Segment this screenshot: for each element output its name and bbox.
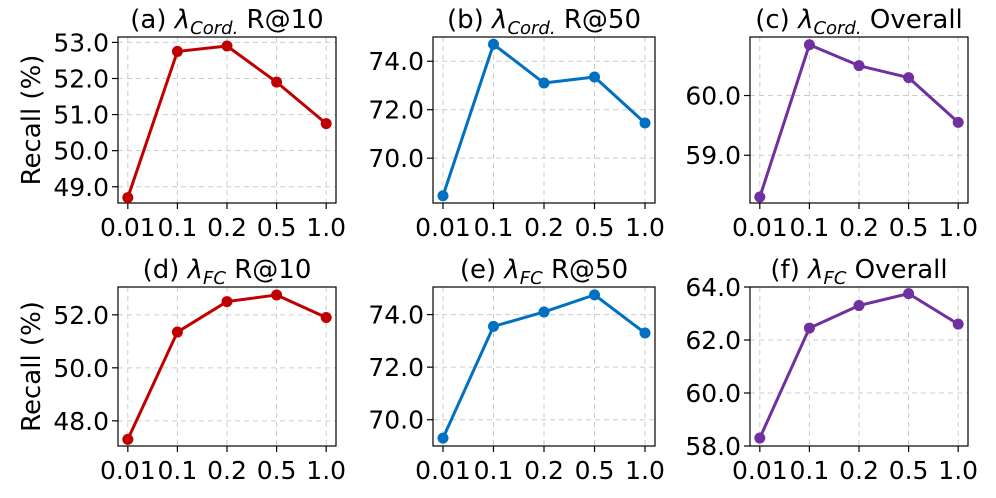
data-point <box>538 306 550 318</box>
data-point <box>122 192 134 204</box>
panel-c: 0.01 0.1 0.2 0.5 1.0 59.0 60.0 (c) λCord. Overa… <box>685 5 978 242</box>
y-tick-label: 50.0 <box>53 137 109 166</box>
x-tick-label: 1.0 <box>625 456 665 485</box>
data-point <box>487 320 499 332</box>
x-tick-label: 0.01 <box>100 213 156 242</box>
x-tick-label: 0.01 <box>100 456 156 485</box>
data-point <box>803 39 815 51</box>
y-tick-label: 62.0 <box>685 326 741 355</box>
x-tick-label: 0.2 <box>207 213 247 242</box>
data-point <box>171 45 183 57</box>
x-tick-label: 0.5 <box>889 456 929 485</box>
panel-a: 0.01 0.1 0.2 0.5 1.0 49.0 50.0 51.0 52.0 53.0 (a) … <box>17 5 346 242</box>
x-tick-label: 0.01 <box>732 213 788 242</box>
x-tick-label: 0.5 <box>257 456 297 485</box>
data-point <box>952 116 964 128</box>
x-tick-label: 0.01 <box>415 213 471 242</box>
x-tick-label: 0.5 <box>257 213 297 242</box>
y-tick-label: 52.0 <box>53 65 109 94</box>
x-tick-label: 1.0 <box>625 213 665 242</box>
data-point <box>589 289 601 301</box>
x-tick-label: 1.0 <box>938 456 978 485</box>
x-tick-label: 1.0 <box>306 213 346 242</box>
data-point <box>903 72 915 84</box>
data-point <box>437 432 449 444</box>
y-tick-label: 49.0 <box>53 173 109 202</box>
data-point <box>487 38 499 50</box>
y-tick-label: 53.0 <box>53 28 109 57</box>
data-point <box>903 288 915 300</box>
y-tick-label: 51.0 <box>53 101 109 130</box>
y-tick-label: 58.0 <box>685 432 741 461</box>
x-tick-label: 0.2 <box>524 213 564 242</box>
y-tick-label: 59.0 <box>685 141 741 170</box>
x-tick-label: 0.1 <box>790 213 830 242</box>
x-tick-label: 0.2 <box>839 213 879 242</box>
y-tick-label: 48.0 <box>53 407 109 436</box>
panel-b: 0.01 0.1 0.2 0.5 1.0 70.0 72.0 74.0 (b) λCord. R… <box>368 5 665 242</box>
y-tick-label: 64.0 <box>685 273 741 302</box>
x-tick-label: 1.0 <box>306 456 346 485</box>
data-point <box>122 433 134 445</box>
panel-d: 0.01 0.1 0.2 0.5 1.0 48.0 50.0 52.0 (d) λFC R@10… <box>17 255 346 485</box>
x-tick-label: 0.2 <box>207 456 247 485</box>
y-tick-label: 50.0 <box>53 354 109 383</box>
data-point <box>437 190 449 202</box>
data-point <box>320 311 332 323</box>
x-tick-label: 0.1 <box>790 456 830 485</box>
panel-title: (d) λFC R@10 <box>143 255 312 289</box>
data-point <box>803 322 815 334</box>
y-axis-label: Recall (%) <box>17 301 47 432</box>
data-point <box>538 77 550 89</box>
x-tick-label: 0.2 <box>839 456 879 485</box>
data-point <box>952 318 964 330</box>
panel-title: (b) λCord. R@50 <box>447 5 641 39</box>
data-point <box>171 326 183 338</box>
x-tick-label: 0.5 <box>889 213 929 242</box>
data-point <box>639 327 651 339</box>
x-tick-label: 0.1 <box>474 213 514 242</box>
x-tick-label: 0.1 <box>474 456 514 485</box>
data-point <box>754 191 766 203</box>
y-tick-label: 72.0 <box>368 96 424 125</box>
x-tick-label: 1.0 <box>938 213 978 242</box>
y-tick-label: 60.0 <box>685 379 741 408</box>
x-tick-label: 0.5 <box>575 456 615 485</box>
x-tick-label: 0.2 <box>524 456 564 485</box>
data-point <box>320 118 332 130</box>
data-point <box>754 432 766 444</box>
panel-title: (e) λFC R@50 <box>460 255 628 289</box>
panel-title: (f) λFC Overall <box>770 255 947 289</box>
x-tick-label: 0.5 <box>575 213 615 242</box>
y-tick-label: 74.0 <box>368 47 424 76</box>
data-point <box>853 300 865 312</box>
y-tick-label: 70.0 <box>368 144 424 173</box>
data-point <box>221 296 233 308</box>
x-tick-label: 0.1 <box>158 456 198 485</box>
data-point <box>639 117 651 129</box>
data-point <box>853 60 865 72</box>
y-axis-label: Recall (%) <box>17 55 47 186</box>
panel-title: (a) λCord. R@10 <box>130 5 323 39</box>
x-tick-label: 0.1 <box>158 213 198 242</box>
data-point <box>271 289 283 301</box>
data-point <box>589 71 601 83</box>
panel-f: 0.01 0.1 0.2 0.5 1.0 58.0 60.0 62.0 64.0 (f) λFC … <box>685 255 978 485</box>
panel-e: 0.01 0.1 0.2 0.5 1.0 70.0 72.0 74.0 (e) λFC R@50 <box>368 255 665 485</box>
y-tick-label: 52.0 <box>53 301 109 330</box>
x-tick-label: 0.01 <box>415 456 471 485</box>
y-tick-label: 74.0 <box>368 301 424 330</box>
x-tick-label: 0.01 <box>732 456 788 485</box>
y-tick-label: 60.0 <box>685 82 741 111</box>
data-point <box>221 40 233 52</box>
y-tick-label: 72.0 <box>368 353 424 382</box>
y-tick-label: 70.0 <box>368 406 424 435</box>
panel-title: (c) λCord. Overall <box>755 5 963 39</box>
data-point <box>271 76 283 88</box>
